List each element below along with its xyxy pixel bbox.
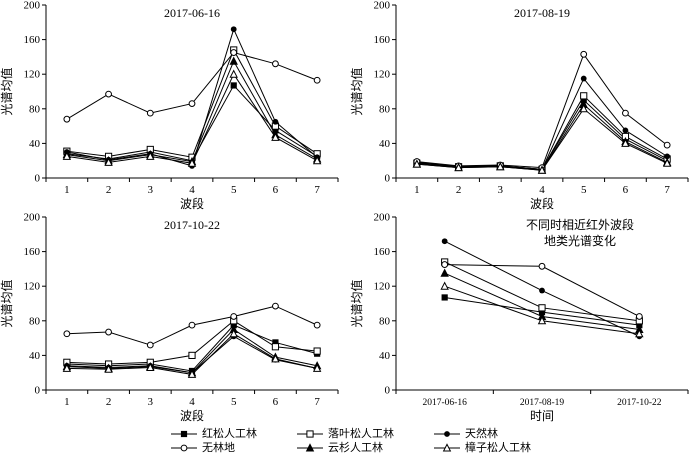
chart-2017-08-19: 0 40 80 120 160 200 1 2 3 4 5 6 7 波段 光谱均值 2017-08-19 bbox=[349, 0, 700, 212]
svg-text:120: 120 bbox=[374, 69, 391, 81]
svg-text:80: 80 bbox=[379, 315, 391, 327]
svg-text:0: 0 bbox=[385, 385, 391, 397]
legend-item-yunshan: 云杉人工林 bbox=[295, 441, 394, 455]
svg-text:6: 6 bbox=[273, 396, 279, 408]
legend-label: 天然林 bbox=[465, 428, 498, 440]
svg-text:120: 120 bbox=[374, 281, 391, 293]
svg-text:80: 80 bbox=[379, 103, 391, 115]
chart-2017-06-16: 0 40 80 120 160 200 1 2 3 4 5 6 7 波段 光谱均值 2017-06-16 bbox=[0, 0, 350, 212]
svg-text:光谱均值: 光谱均值 bbox=[0, 67, 14, 115]
svg-text:40: 40 bbox=[29, 350, 41, 362]
svg-text:4: 4 bbox=[539, 184, 545, 196]
svg-text:光谱均值: 光谱均值 bbox=[0, 279, 14, 327]
svg-text:200: 200 bbox=[374, 212, 391, 224]
svg-text:3: 3 bbox=[148, 396, 154, 408]
chart-svg-2017-06-16: 0 40 80 120 160 200 1 2 3 4 5 6 7 波段 光谱均值 2017-06-16 bbox=[0, 0, 339, 211]
svg-text:2: 2 bbox=[106, 396, 112, 408]
svg-text:2017-08-19: 2017-08-19 bbox=[514, 6, 570, 20]
square-filled-marker-icon bbox=[171, 430, 197, 438]
legend-label: 无林地 bbox=[202, 442, 235, 454]
legend-label: 落叶松人工林 bbox=[328, 428, 394, 440]
chart-svg-2017-10-22: 0 40 80 120 160 200 1 2 3 4 5 6 7 波段 光谱均值 2017-10-22 bbox=[0, 212, 339, 423]
svg-text:2017-06-16: 2017-06-16 bbox=[164, 6, 220, 20]
chart-svg-2017-08-19: 0 40 80 120 160 200 1 2 3 4 5 6 7 波段 光谱均值 2017-08-19 bbox=[349, 0, 689, 211]
svg-text:160: 160 bbox=[374, 34, 391, 46]
svg-text:160: 160 bbox=[374, 246, 391, 258]
legend-label: 云杉人工林 bbox=[328, 442, 383, 454]
svg-text:80: 80 bbox=[29, 315, 41, 327]
legend-label: 樟子松人工林 bbox=[465, 442, 531, 454]
svg-text:40: 40 bbox=[379, 138, 391, 150]
svg-text:7: 7 bbox=[314, 396, 320, 408]
svg-text:7: 7 bbox=[314, 184, 320, 196]
svg-text:4: 4 bbox=[189, 184, 195, 196]
svg-text:0: 0 bbox=[35, 385, 41, 397]
svg-text:1: 1 bbox=[64, 396, 70, 408]
svg-text:2017-10-22: 2017-10-22 bbox=[617, 398, 662, 408]
legend: 红松人工林 落叶松人工林 天然林 无林地 云杉人工林 樟子松人工林 bbox=[0, 424, 700, 455]
svg-text:5: 5 bbox=[231, 396, 237, 408]
svg-text:120: 120 bbox=[24, 69, 41, 81]
svg-text:3: 3 bbox=[148, 184, 154, 196]
chart-svg-nir-comparison: 0 40 80 120 160 200 2017-06-16 2017-08-19 2017-1… bbox=[349, 212, 689, 423]
svg-text:6: 6 bbox=[623, 184, 629, 196]
svg-text:40: 40 bbox=[29, 138, 41, 150]
svg-text:地类光谱变化: 地类光谱变化 bbox=[544, 233, 616, 248]
svg-text:7: 7 bbox=[664, 184, 670, 196]
chart-nir-comparison: 0 40 80 120 160 200 2017-06-16 2017-08-19 2017-1… bbox=[349, 212, 700, 424]
svg-text:波段: 波段 bbox=[180, 196, 204, 211]
svg-text:波段: 波段 bbox=[530, 196, 554, 211]
svg-text:6: 6 bbox=[273, 184, 279, 196]
svg-text:波段: 波段 bbox=[180, 408, 204, 423]
svg-text:120: 120 bbox=[24, 281, 41, 293]
svg-text:时间: 时间 bbox=[530, 409, 554, 423]
legend-label: 红松人工林 bbox=[202, 428, 257, 440]
svg-text:80: 80 bbox=[29, 103, 41, 115]
svg-text:2017-10-22: 2017-10-22 bbox=[164, 218, 220, 232]
svg-text:0: 0 bbox=[35, 173, 41, 185]
svg-text:4: 4 bbox=[189, 396, 195, 408]
svg-text:1: 1 bbox=[414, 184, 420, 196]
svg-text:光谱均值: 光谱均值 bbox=[350, 67, 364, 115]
svg-text:160: 160 bbox=[24, 34, 41, 46]
circle-filled-marker-icon bbox=[434, 431, 460, 437]
legend-item-zhangzisong: 樟子松人工林 bbox=[432, 441, 531, 455]
svg-text:2: 2 bbox=[106, 184, 112, 196]
svg-text:5: 5 bbox=[581, 184, 587, 196]
svg-text:200: 200 bbox=[24, 212, 41, 224]
svg-text:5: 5 bbox=[231, 184, 237, 196]
svg-text:光谱均值: 光谱均值 bbox=[350, 279, 364, 327]
svg-text:160: 160 bbox=[24, 246, 41, 258]
svg-text:200: 200 bbox=[374, 0, 391, 12]
legend-item-wulindi: 无林地 bbox=[169, 441, 257, 455]
svg-text:2017-06-16: 2017-06-16 bbox=[423, 398, 468, 408]
triangle-filled-marker-icon bbox=[297, 443, 323, 452]
svg-text:40: 40 bbox=[379, 350, 391, 362]
svg-text:200: 200 bbox=[24, 0, 41, 12]
svg-text:1: 1 bbox=[64, 184, 70, 196]
chart-2017-10-22: 0 40 80 120 160 200 1 2 3 4 5 6 7 波段 光谱均值 2017-10-22 bbox=[0, 212, 350, 424]
svg-text:2017-08-19: 2017-08-19 bbox=[520, 398, 565, 408]
svg-text:3: 3 bbox=[498, 184, 504, 196]
legend-item-hongsong: 红松人工林 bbox=[169, 427, 257, 441]
circle-open-marker-icon bbox=[171, 444, 197, 452]
legend-item-tianranlin: 天然林 bbox=[432, 427, 531, 441]
legend-item-luoyesong: 落叶松人工林 bbox=[295, 427, 394, 441]
svg-text:0: 0 bbox=[385, 173, 391, 185]
svg-text:2: 2 bbox=[456, 184, 462, 196]
square-open-marker-icon bbox=[297, 430, 323, 438]
svg-text:不同时相近红外波段: 不同时相近红外波段 bbox=[526, 217, 634, 232]
triangle-open-marker-icon bbox=[434, 443, 460, 452]
